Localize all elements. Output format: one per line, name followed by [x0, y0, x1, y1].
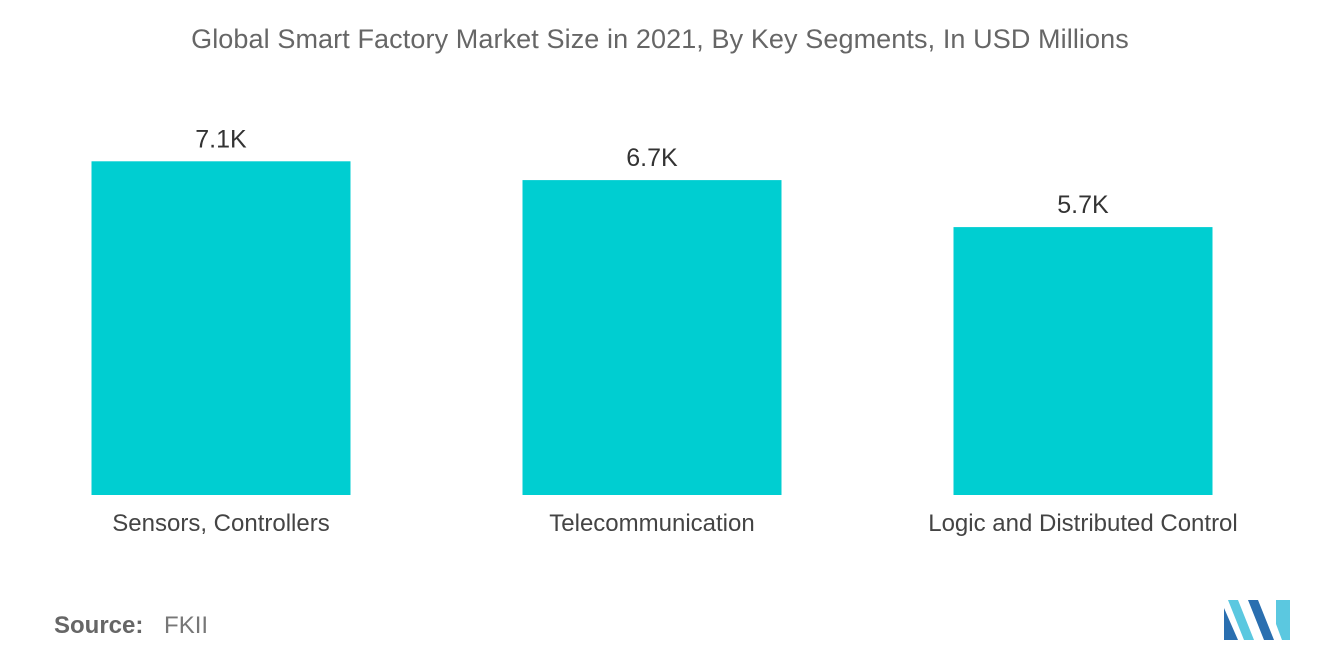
category-label-1: Telecommunication: [549, 510, 754, 537]
bar-2: [953, 227, 1213, 495]
category-label-0: Sensors, Controllers: [112, 510, 329, 537]
category-label-2: Logic and Distributed Control: [928, 510, 1238, 537]
data-label-2: 5.7K: [1057, 191, 1109, 219]
bar-chart: 7.1K Sensors, Controllers 6.7K Telecommunic…: [91, 125, 1238, 537]
source-label: Source:: [54, 612, 144, 639]
bar-1: [522, 180, 782, 495]
chart-title: Global Smart Factory Market Size in 2021…: [191, 24, 1129, 54]
data-label-1: 6.7K: [626, 144, 678, 172]
bar-0: [91, 161, 351, 496]
mordor-intelligence-logo-icon: [1224, 600, 1290, 640]
source-value: FKII: [164, 612, 209, 639]
source-note: Source: FKII: [54, 612, 208, 640]
data-label-0: 7.1K: [195, 125, 247, 153]
